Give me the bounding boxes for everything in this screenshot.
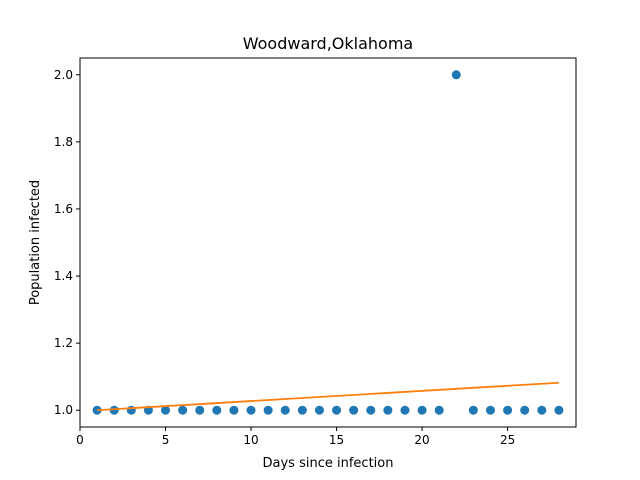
y-tick-label: 1.4 [54,269,73,283]
x-tick-label: 15 [329,433,344,447]
scatter-point [126,405,136,415]
scatter-point [178,405,188,415]
y-tick-label: 2.0 [54,68,73,82]
x-tick-label: 20 [414,433,429,447]
y-tick-label: 1.6 [54,202,73,216]
scatter-point [537,405,547,415]
scatter-point [195,405,205,415]
scatter-point [263,405,273,415]
y-tick-label: 1.2 [54,336,73,350]
scatter-point [468,405,478,415]
scatter-point [314,405,324,415]
y-axis-ticks: 1.0 1.2 1.4 1.6 1.8 2.0 [54,68,80,417]
plot-frame [79,57,577,428]
y-axis-label: Population infected [28,180,43,305]
x-axis-ticks: 0 5 10 15 20 25 [76,427,515,447]
x-tick-label: 0 [76,433,84,447]
scatter-point [520,405,530,415]
scatter-point [297,405,307,415]
scatter-point [417,405,427,415]
y-tick-label: 1.8 [54,135,73,149]
scatter-point [161,405,171,415]
x-tick-label: 25 [500,433,515,447]
scatter-point [434,405,444,415]
x-axis-label: Days since infection [263,456,394,471]
scatter-point [332,405,342,415]
scatter-point [229,405,239,415]
chart-title: Woodward,Oklahoma [243,34,413,53]
trend-line [97,381,559,412]
scatter-point [554,405,564,415]
scatter-point [246,405,256,415]
x-tick-label: 5 [162,433,170,447]
scatter-point [400,405,410,415]
scatter-point [280,405,290,415]
scatter-point [349,405,359,415]
data-marks [92,70,564,415]
scatter-point [451,70,461,80]
scatter-point [366,405,376,415]
scatter-point [503,405,513,415]
y-tick-label: 1.0 [54,403,73,417]
scatter-point [109,405,119,415]
scatter-point [212,405,222,415]
scatter-point [383,405,393,415]
x-tick-label: 10 [243,433,258,447]
scatter-point [485,405,495,415]
